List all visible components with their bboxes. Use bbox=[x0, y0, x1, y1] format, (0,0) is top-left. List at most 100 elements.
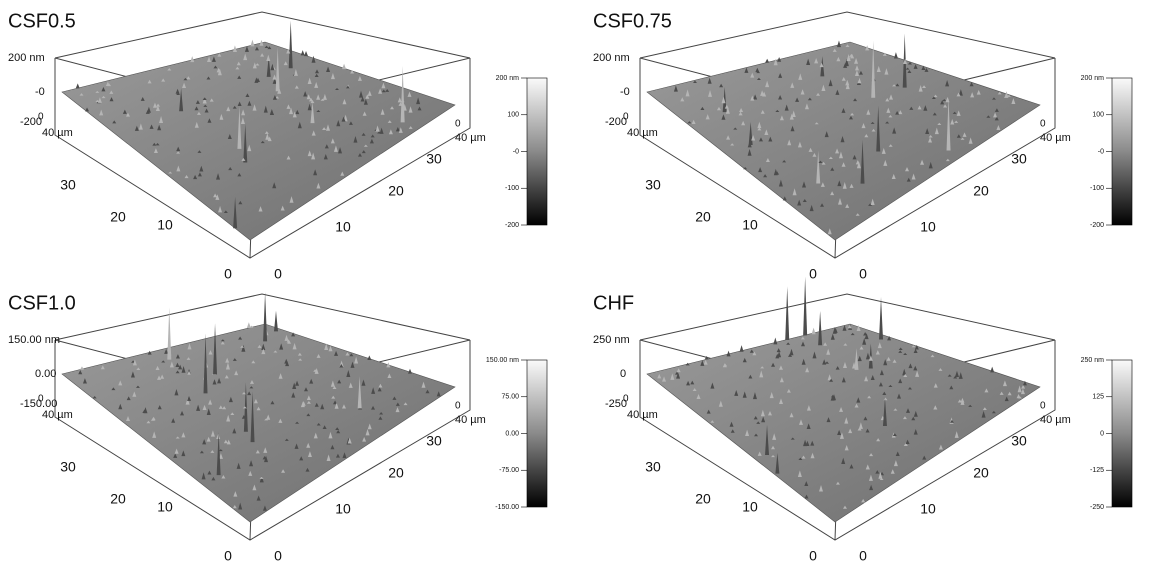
surface-feature bbox=[340, 171, 345, 176]
surface-feature bbox=[249, 386, 254, 389]
surface-feature bbox=[846, 54, 851, 62]
surface-feature bbox=[772, 433, 777, 440]
surface-feature bbox=[196, 404, 201, 411]
surface-feature bbox=[314, 402, 319, 407]
surface-feature bbox=[832, 48, 837, 52]
surface-feature bbox=[760, 409, 765, 417]
surface-feature bbox=[797, 470, 802, 477]
surface-feature bbox=[907, 61, 912, 65]
surface-feature bbox=[342, 63, 347, 70]
surface-feature bbox=[264, 131, 269, 134]
surface-feature bbox=[265, 133, 270, 140]
surface-feature bbox=[800, 89, 805, 95]
surface-feature bbox=[803, 439, 808, 447]
panel-title: CSF0.75 bbox=[593, 10, 672, 32]
surface-feature bbox=[726, 135, 731, 140]
surface-feature bbox=[95, 90, 100, 93]
surface-feature bbox=[297, 121, 302, 129]
surface-feature bbox=[149, 124, 154, 129]
surface-feature bbox=[261, 343, 266, 350]
z-axis-label: -250 bbox=[605, 398, 627, 410]
surface-feature bbox=[816, 150, 821, 184]
surface-feature bbox=[816, 92, 821, 96]
colorbar bbox=[526, 359, 548, 508]
surface-feature bbox=[173, 453, 178, 458]
surface-feature bbox=[187, 343, 192, 350]
right-axis-label: 30 bbox=[426, 151, 442, 167]
surface-feature bbox=[976, 89, 981, 95]
surface-feature bbox=[180, 410, 185, 416]
surface-feature bbox=[286, 104, 291, 109]
surface-feature bbox=[789, 113, 794, 120]
surface-feature bbox=[272, 78, 277, 84]
colorbar-label: -200 bbox=[1090, 222, 1104, 229]
surface-feature bbox=[773, 337, 778, 345]
surface-feature bbox=[902, 416, 907, 420]
surface-feature bbox=[248, 470, 253, 476]
surface-feature bbox=[913, 428, 918, 435]
surface-feature bbox=[673, 85, 678, 92]
surface-feature bbox=[805, 367, 810, 373]
surface-feature bbox=[217, 377, 222, 384]
surface-feature bbox=[840, 135, 845, 143]
surface-feature bbox=[867, 395, 872, 399]
right-axis-label: 0 bbox=[274, 266, 282, 282]
surface-feature bbox=[905, 166, 910, 172]
surface-feature bbox=[193, 174, 198, 180]
surface-feature bbox=[757, 121, 762, 129]
surface-feature bbox=[811, 327, 816, 335]
surface-feature bbox=[857, 77, 862, 84]
surface-feature bbox=[266, 414, 271, 420]
surface-feature bbox=[930, 354, 935, 358]
surface-feature bbox=[143, 407, 148, 414]
surface-feature bbox=[174, 389, 179, 396]
surface-feature bbox=[831, 394, 836, 401]
surface-feature bbox=[778, 365, 783, 370]
surface-feature bbox=[945, 79, 950, 87]
surface-feature bbox=[970, 92, 975, 98]
surface-feature bbox=[836, 56, 841, 62]
surface-feature bbox=[238, 502, 243, 510]
surface-feature bbox=[308, 97, 313, 102]
surface-feature bbox=[835, 148, 840, 154]
surface-feature bbox=[982, 407, 987, 411]
surface-feature bbox=[175, 88, 180, 94]
surface-feature bbox=[849, 183, 854, 188]
surface-feature bbox=[852, 154, 857, 160]
surface-feature bbox=[307, 77, 312, 85]
surface-feature bbox=[390, 106, 395, 110]
surface-feature bbox=[886, 107, 891, 113]
surface-feature bbox=[883, 359, 888, 366]
surface-feature bbox=[958, 372, 963, 379]
back-corner-label: 0 bbox=[1040, 401, 1046, 412]
surface-feature bbox=[232, 45, 237, 52]
surface-feature bbox=[954, 370, 959, 377]
surface-feature bbox=[905, 67, 910, 70]
surface-feature bbox=[181, 450, 186, 457]
surface-feature bbox=[245, 93, 250, 98]
surface-feature bbox=[945, 96, 950, 103]
left-axis-label: 20 bbox=[695, 491, 711, 507]
surface-feature bbox=[378, 416, 383, 420]
surface-feature bbox=[790, 437, 795, 440]
surface-feature bbox=[707, 77, 712, 84]
surface-feature bbox=[326, 66, 331, 73]
surface-feature bbox=[925, 128, 930, 135]
surface-feature bbox=[294, 443, 299, 449]
surface-feature bbox=[911, 416, 916, 421]
surface-feature bbox=[242, 406, 247, 409]
surface-feature bbox=[857, 355, 862, 362]
surface-feature bbox=[386, 362, 391, 368]
surface-feature bbox=[79, 93, 84, 96]
surface-feature bbox=[342, 452, 347, 458]
surface-feature bbox=[335, 427, 340, 430]
surface-feature bbox=[294, 85, 299, 89]
surface-feature bbox=[739, 345, 744, 352]
right-axis-label: 0 bbox=[274, 548, 282, 564]
surface-feature bbox=[176, 151, 181, 154]
surface-feature bbox=[820, 203, 825, 207]
surface-feature bbox=[888, 144, 893, 147]
surface-feature bbox=[175, 354, 180, 359]
surface-feature bbox=[763, 174, 768, 178]
